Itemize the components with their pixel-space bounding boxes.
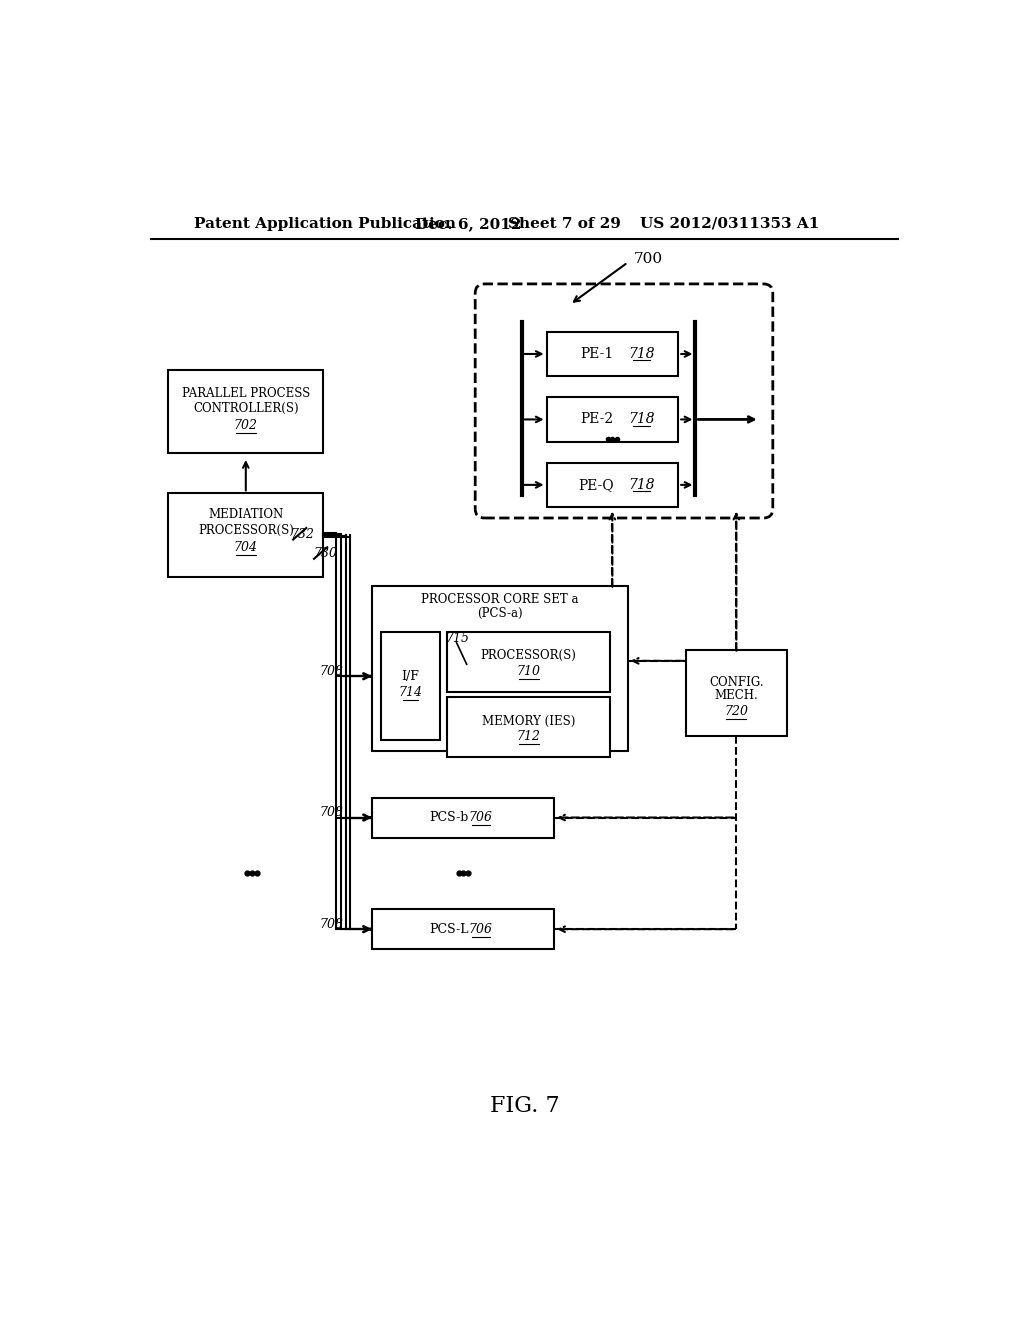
Bar — [168, 494, 324, 577]
Text: 714: 714 — [398, 685, 423, 698]
Bar — [372, 586, 628, 751]
Bar — [547, 462, 678, 507]
Text: 730: 730 — [313, 546, 338, 560]
Text: I/F: I/F — [401, 671, 420, 684]
Bar — [381, 632, 439, 739]
Text: 732: 732 — [291, 528, 314, 541]
Text: PE-Q: PE-Q — [579, 478, 614, 492]
Text: MECH.: MECH. — [715, 689, 758, 702]
Text: Patent Application Publication: Patent Application Publication — [194, 216, 456, 231]
Bar — [686, 649, 786, 737]
Text: 718: 718 — [628, 412, 654, 426]
Text: 704: 704 — [233, 541, 258, 554]
Text: Sheet 7 of 29: Sheet 7 of 29 — [508, 216, 621, 231]
Bar — [547, 331, 678, 376]
Text: 718: 718 — [628, 478, 654, 492]
Bar — [372, 797, 554, 838]
Text: 710: 710 — [517, 665, 541, 677]
Text: PARALLEL PROCESS: PARALLEL PROCESS — [181, 387, 310, 400]
Text: Dec. 6, 2012: Dec. 6, 2012 — [415, 216, 521, 231]
Text: PCS-L: PCS-L — [429, 923, 469, 936]
Text: (PCS-a): (PCS-a) — [477, 607, 523, 620]
Text: PCS-b: PCS-b — [429, 810, 469, 824]
Text: MEDIATION: MEDIATION — [208, 508, 284, 521]
Text: CONFIG.: CONFIG. — [709, 676, 764, 689]
Text: MEMORY (IES): MEMORY (IES) — [482, 714, 575, 727]
Text: 708: 708 — [319, 665, 344, 678]
Text: PE-2: PE-2 — [580, 412, 613, 426]
Text: PROCESSOR(S): PROCESSOR(S) — [198, 524, 294, 537]
Text: 715: 715 — [445, 631, 470, 644]
Text: PROCESSOR(S): PROCESSOR(S) — [480, 649, 577, 663]
Text: CONTROLLER(S): CONTROLLER(S) — [193, 403, 299, 416]
Text: 702: 702 — [233, 418, 258, 432]
Text: 720: 720 — [724, 705, 749, 718]
Text: PE-1: PE-1 — [580, 347, 613, 360]
FancyBboxPatch shape — [475, 284, 773, 517]
Text: 708: 708 — [319, 917, 344, 931]
Text: PROCESSOR CORE SET a: PROCESSOR CORE SET a — [421, 593, 579, 606]
Bar — [168, 370, 324, 453]
Text: 708: 708 — [319, 807, 344, 820]
Text: 706: 706 — [468, 923, 493, 936]
Bar — [447, 697, 610, 758]
Text: 712: 712 — [517, 730, 541, 743]
Bar — [447, 632, 610, 692]
Text: 718: 718 — [628, 347, 654, 360]
Bar — [547, 397, 678, 442]
Text: 706: 706 — [468, 810, 493, 824]
Text: FIG. 7: FIG. 7 — [490, 1094, 559, 1117]
Bar — [372, 909, 554, 949]
Text: 700: 700 — [633, 252, 663, 265]
Text: US 2012/0311353 A1: US 2012/0311353 A1 — [640, 216, 819, 231]
